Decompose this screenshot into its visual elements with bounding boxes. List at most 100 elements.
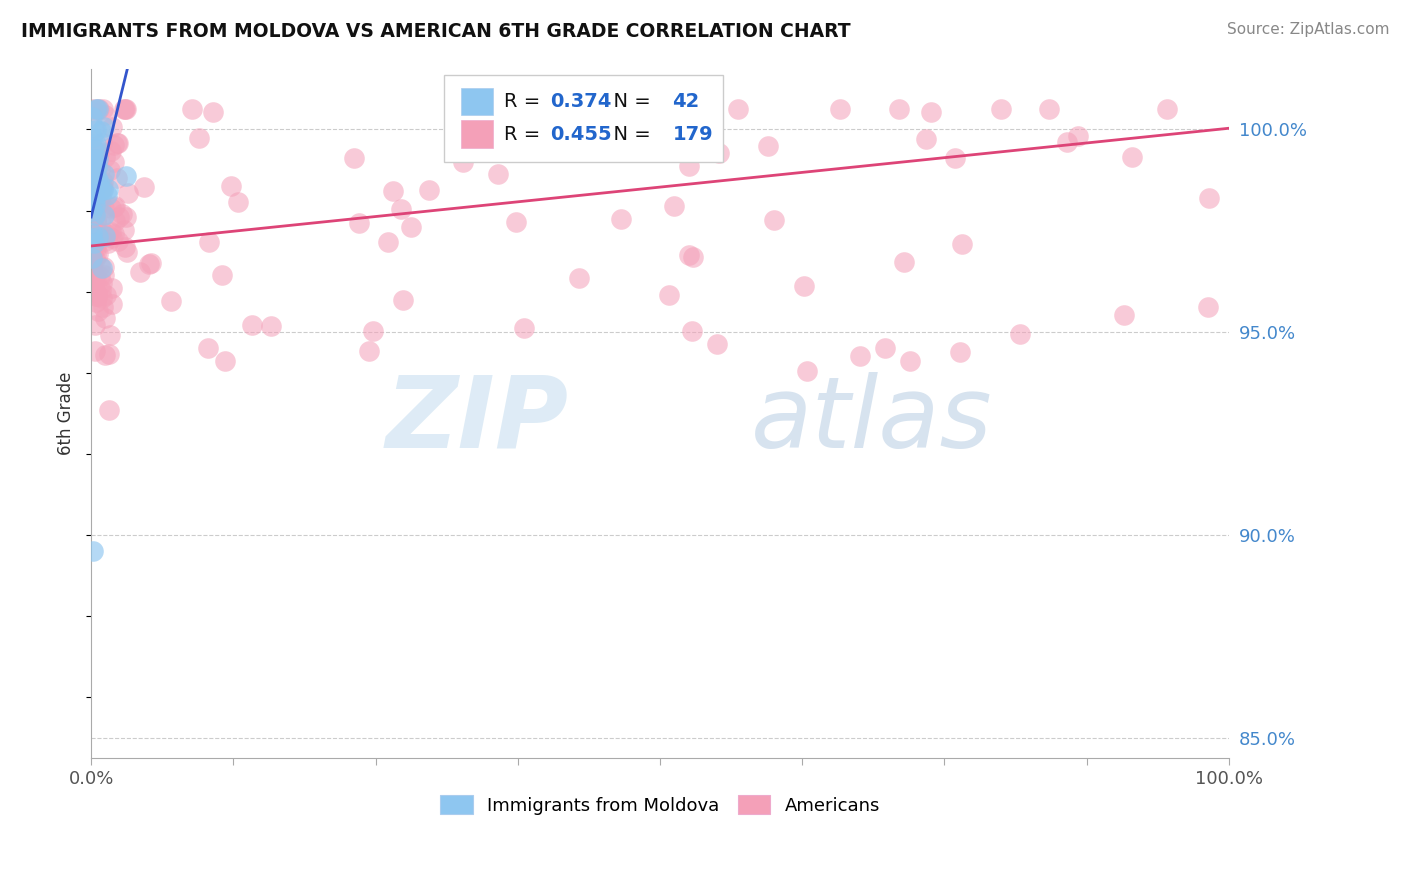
Point (727, 102, 749, 116)
Point (97, 182, 120, 196)
Point (101, 297, 124, 311)
Point (111, 207, 134, 221)
Point (80, 235, 103, 249)
Text: N =: N = (600, 125, 657, 144)
Point (86, 160, 108, 174)
Point (84, 212, 107, 227)
Point (82, 169, 104, 183)
Point (86, 102, 108, 116)
Point (401, 220, 423, 235)
Point (80, 250, 103, 264)
Point (82, 166, 104, 180)
Point (214, 354, 236, 368)
Point (363, 324, 385, 338)
Point (86, 289, 108, 303)
Point (89, 200, 111, 214)
Point (93, 208, 115, 222)
Point (418, 183, 440, 197)
Point (84, 208, 107, 222)
FancyBboxPatch shape (461, 120, 492, 148)
Point (84, 178, 107, 193)
Point (103, 200, 125, 214)
FancyBboxPatch shape (444, 76, 723, 161)
Point (80, 188, 103, 202)
Point (82, 153, 104, 167)
Point (678, 160, 700, 174)
Point (83, 190, 105, 204)
Point (1156, 102, 1178, 116)
Point (98, 163, 121, 178)
Point (90, 283, 112, 297)
FancyBboxPatch shape (461, 87, 492, 115)
Point (94, 348, 117, 362)
Point (873, 341, 896, 355)
Point (80, 226, 103, 240)
Point (96, 288, 118, 302)
Point (97, 228, 120, 243)
Legend: Immigrants from Moldova, Americans: Immigrants from Moldova, Americans (440, 796, 880, 815)
Point (103, 154, 125, 169)
Point (84, 198, 107, 212)
Point (87, 145, 110, 160)
Point (103, 227, 125, 241)
Point (83, 188, 105, 202)
Point (90, 291, 112, 305)
Point (104, 199, 127, 213)
Point (112, 223, 135, 237)
Point (84, 162, 107, 177)
Point (949, 345, 972, 359)
Point (87, 303, 110, 318)
Point (104, 214, 127, 228)
Point (706, 337, 728, 351)
Point (114, 102, 136, 116)
Point (84, 241, 107, 255)
Point (91, 183, 114, 197)
Point (80, 219, 103, 233)
Point (86, 145, 108, 160)
Point (83, 121, 105, 136)
Point (117, 186, 139, 200)
Point (100, 225, 122, 239)
Point (86, 171, 108, 186)
Point (82, 544, 104, 558)
Point (87, 153, 110, 167)
Point (381, 184, 404, 198)
Point (82, 245, 104, 260)
Point (83, 192, 105, 206)
Point (89, 176, 111, 190)
Point (990, 102, 1012, 116)
Point (211, 268, 233, 283)
Point (392, 293, 415, 308)
Point (198, 235, 221, 249)
Point (541, 144, 564, 158)
Point (83, 236, 105, 251)
Point (89, 180, 111, 194)
Point (84, 270, 107, 285)
Point (80, 130, 103, 145)
Point (796, 363, 818, 377)
Point (94, 108, 117, 122)
Point (898, 353, 921, 368)
Point (115, 102, 138, 116)
Point (80, 277, 103, 292)
Point (849, 349, 872, 363)
Point (83, 175, 105, 189)
Point (543, 130, 565, 145)
Point (86, 235, 108, 249)
Point (82, 187, 104, 202)
Point (83, 161, 105, 176)
Point (90, 183, 112, 197)
Point (943, 151, 966, 165)
Point (357, 343, 380, 358)
Point (86, 102, 108, 116)
Point (93, 268, 115, 282)
Point (115, 210, 138, 224)
Point (83, 180, 105, 194)
Point (83, 208, 105, 222)
Point (94, 229, 117, 244)
Point (84, 295, 107, 310)
Point (512, 321, 534, 335)
Point (98, 328, 121, 343)
Point (505, 215, 527, 229)
Point (89, 124, 111, 138)
